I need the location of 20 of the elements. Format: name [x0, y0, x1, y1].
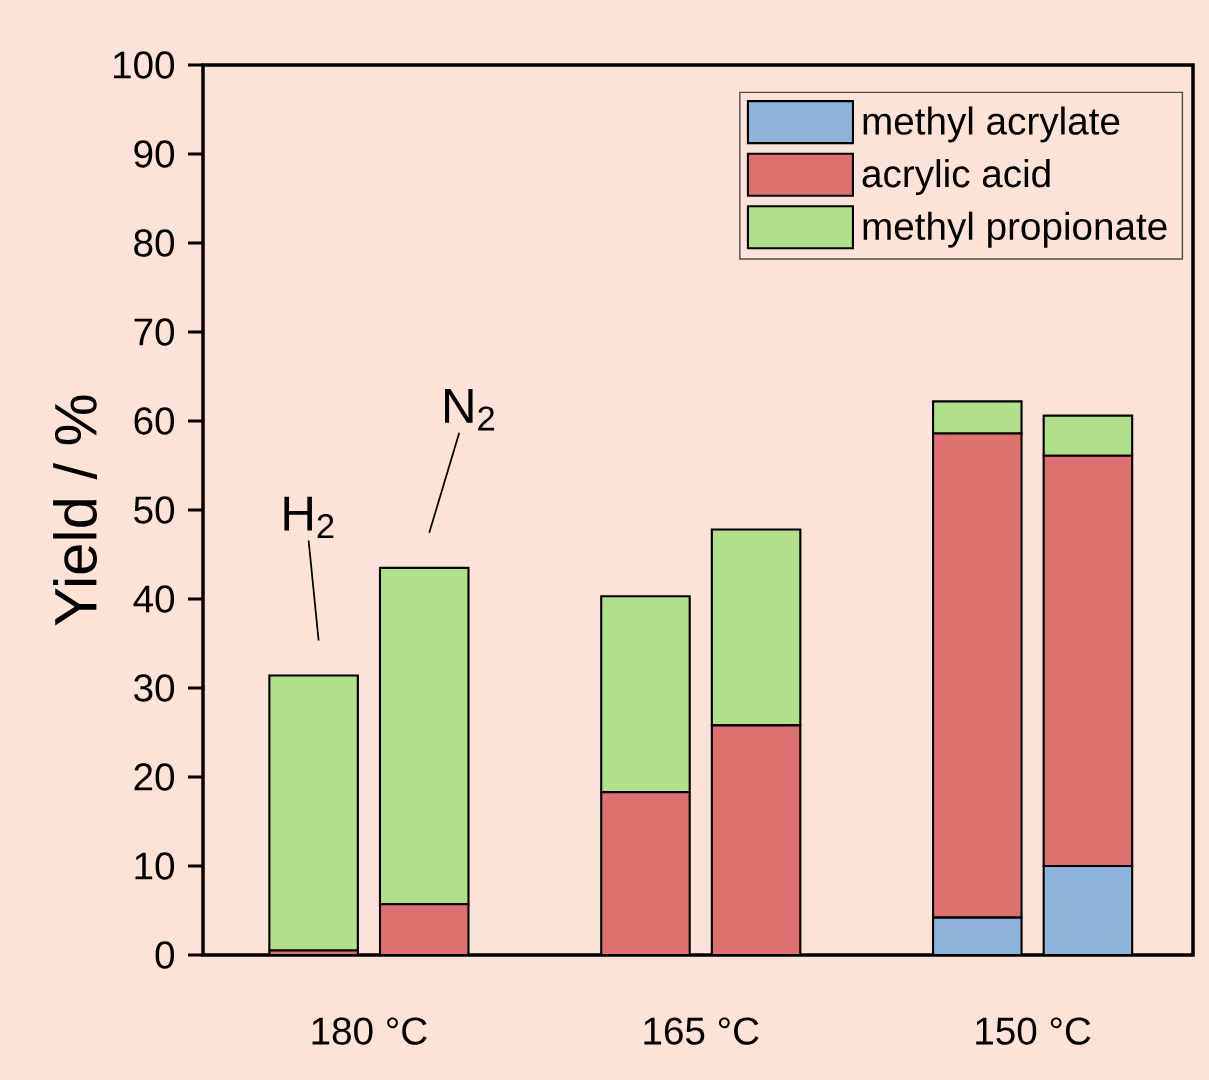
x-tick-label: 165 °C	[644, 1017, 759, 1045]
y-tick-label: 50	[134, 496, 175, 524]
legend-label: methyl acrylate	[863, 106, 1120, 143]
y-axis-title: Yield / %	[53, 395, 97, 626]
annotation: N$_{2}$	[445, 388, 494, 431]
legend-label: methyl propionate	[863, 211, 1167, 248]
y-tick-label: 100	[114, 51, 175, 79]
annotation: H$_{2}$	[284, 496, 334, 539]
y-tick-label: 0	[155, 941, 175, 969]
y-tick-label: 70	[134, 318, 175, 346]
x-tick-label: 150 °C	[976, 1017, 1091, 1045]
y-tick-label: 90	[134, 140, 175, 168]
y-tick-label: 80	[134, 229, 175, 257]
y-tick-label: 10	[135, 852, 175, 880]
y-tick-label: 60	[134, 407, 175, 435]
y-tick-label: 30	[134, 674, 175, 702]
x-tick-label: 180 °C	[312, 1017, 427, 1045]
y-tick-label: 20	[134, 763, 175, 791]
y-tick-label: 40	[133, 585, 175, 613]
legend-label: acrylic acid	[862, 159, 1050, 196]
